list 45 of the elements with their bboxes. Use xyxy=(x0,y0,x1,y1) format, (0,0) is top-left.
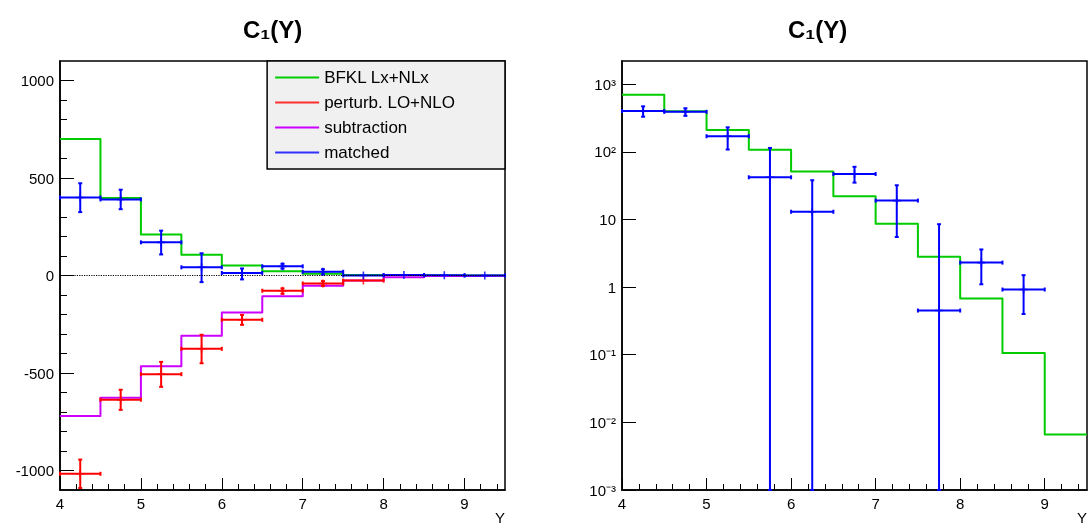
point xyxy=(399,271,408,280)
point xyxy=(76,469,85,478)
chart-title: C₁(Y) xyxy=(242,15,303,43)
y-tick-label: 1000 xyxy=(20,72,54,89)
point xyxy=(723,132,732,141)
x-tick-label: 6 xyxy=(217,495,226,512)
y-tick-label: -500 xyxy=(23,364,54,382)
y-tick-label: 10⁻³ xyxy=(589,481,616,499)
x-tick-label: 7 xyxy=(298,495,307,512)
x-tick-label: 7 xyxy=(871,495,880,512)
y-tick-label: 10⁻¹ xyxy=(589,346,616,364)
legend-label: matched xyxy=(324,143,390,162)
point xyxy=(157,238,166,247)
y-tick-label: 10² xyxy=(594,143,616,161)
x-axis-title: Y xyxy=(1076,509,1087,526)
y-tick-label: 1 xyxy=(607,278,616,296)
y-tick-label: 10³ xyxy=(594,75,616,93)
point xyxy=(808,207,817,216)
x-tick-label: 9 xyxy=(460,495,469,512)
x-tick-label: 5 xyxy=(136,495,146,512)
x-tick-label: 4 xyxy=(55,495,65,512)
x-axis-title: Y xyxy=(494,509,505,526)
y-tick-label: -1000 xyxy=(15,462,54,479)
point xyxy=(116,395,125,404)
x-tick-label: 8 xyxy=(379,495,388,512)
point xyxy=(765,173,774,182)
legend-label: subtraction xyxy=(324,118,408,137)
point xyxy=(197,344,206,353)
y-tick-label: 10 xyxy=(599,210,616,228)
point xyxy=(76,193,85,202)
chart-title: C₁(Y) xyxy=(787,15,848,43)
y-tick-label: 10⁻² xyxy=(589,413,616,431)
y-tick-label: 500 xyxy=(28,169,54,187)
x-tick-label: 8 xyxy=(956,495,965,512)
point xyxy=(935,306,944,315)
point xyxy=(157,370,166,379)
point xyxy=(480,271,489,280)
x-tick-label: 6 xyxy=(786,495,796,512)
y-tick-label: 0 xyxy=(45,267,54,284)
x-tick-label: 5 xyxy=(702,495,711,512)
x-tick-label: 4 xyxy=(617,495,627,512)
legend-label: BFKL Lx+NLx xyxy=(324,68,430,87)
x-tick-label: 9 xyxy=(1040,495,1049,512)
point xyxy=(892,196,901,205)
legend-label: perturb. LO+NLO xyxy=(324,93,455,112)
